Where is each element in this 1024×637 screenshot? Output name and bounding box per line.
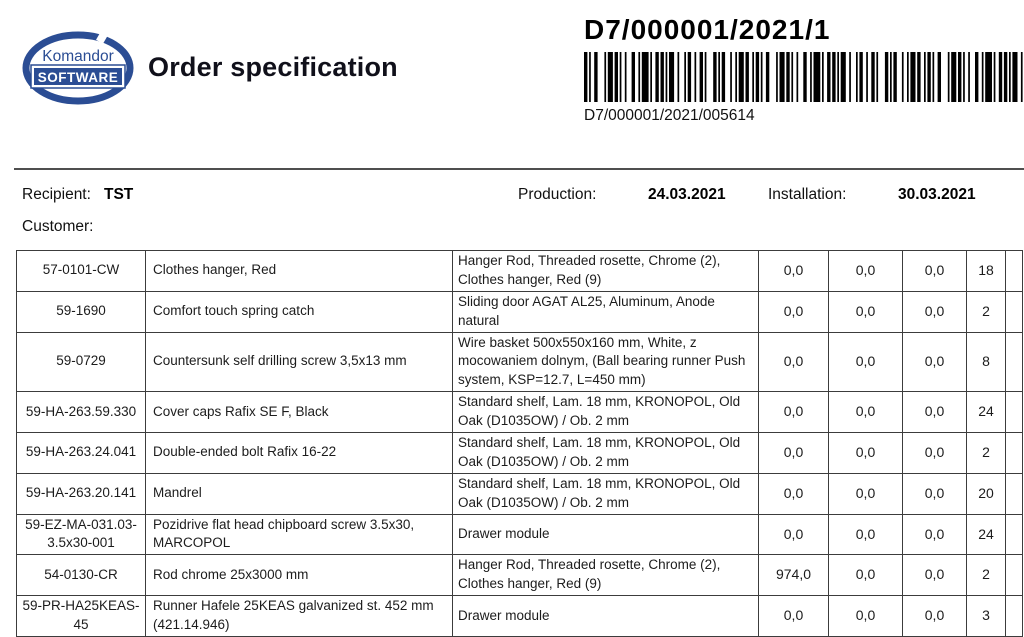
cell-val1: 974,0 [758, 554, 829, 597]
cell-val3: 0,0 [902, 331, 967, 393]
cell-val3: 0,0 [902, 290, 967, 333]
cell-code: 59-HA-263.20.141 [16, 472, 146, 515]
barcode [584, 52, 1024, 102]
cell-name: Cover caps Rafix SE F, Black [145, 391, 453, 434]
recipient-value: TST [104, 186, 134, 203]
cell-code: 59-1690 [16, 290, 146, 333]
cell-blank [1005, 595, 1023, 637]
cell-val2: 0,0 [828, 595, 903, 637]
cell-qty: 2 [966, 290, 1006, 333]
cell-blank [1005, 250, 1023, 292]
cell-val1: 0,0 [758, 513, 829, 556]
cell-code: 54-0130-CR [16, 554, 146, 597]
production-date: 24.03.2021 [648, 186, 726, 203]
recipient-label: Recipient: [22, 186, 91, 203]
cell-code: 59-PR-HA25KEAS-45 [16, 595, 146, 637]
cell-description: Standard shelf, Lam. 18 mm, KRONOPOL, Ol… [452, 432, 759, 474]
cell-qty: 2 [966, 432, 1006, 474]
cell-description: Standard shelf, Lam. 18 mm, KRONOPOL, Ol… [452, 391, 759, 434]
table-row: 59-HA-263.59.330 Cover caps Rafix SE F, … [16, 391, 1023, 434]
cell-blank [1005, 513, 1023, 556]
cell-code: 59-HA-263.59.330 [16, 391, 146, 434]
cell-name: Comfort touch spring catch [145, 290, 453, 333]
cell-val1: 0,0 [758, 595, 829, 637]
cell-val2: 0,0 [828, 472, 903, 515]
cell-qty: 18 [966, 250, 1006, 292]
cell-code: 59-0729 [16, 331, 146, 393]
cell-val3: 0,0 [902, 472, 967, 515]
cell-name: Double-ended bolt Rafix 16-22 [145, 432, 453, 474]
table-row: 59-HA-263.24.041 Double-ended bolt Rafix… [16, 432, 1023, 474]
cell-description: Hanger Rod, Threaded rosette, Chrome (2)… [452, 554, 759, 597]
cell-val1: 0,0 [758, 472, 829, 515]
customer-label: Customer: [22, 218, 94, 235]
cell-val1: 0,0 [758, 250, 829, 292]
cell-val1: 0,0 [758, 331, 829, 393]
cell-val3: 0,0 [902, 432, 967, 474]
page-title: Order specification [148, 52, 398, 82]
cell-name: Runner Hafele 25KEAS galvanized st. 452 … [145, 595, 453, 637]
table-row: 59-EZ-MA-031.03-3.5x30-001 Pozidrive fla… [16, 513, 1023, 556]
cell-val2: 0,0 [828, 331, 903, 393]
cell-blank [1005, 391, 1023, 434]
cell-val2: 0,0 [828, 554, 903, 597]
logo-text-komandor: Komandor [42, 48, 114, 65]
installation-date: 30.03.2021 [898, 186, 976, 203]
cell-qty: 8 [966, 331, 1006, 393]
cell-val2: 0,0 [828, 391, 903, 434]
cell-code: 59-EZ-MA-031.03-3.5x30-001 [16, 513, 146, 556]
cell-blank [1005, 290, 1023, 333]
cell-name: Mandrel [145, 472, 453, 515]
cell-code: 59-HA-263.24.041 [16, 432, 146, 474]
cell-description: Drawer module [452, 513, 759, 556]
cell-qty: 24 [966, 391, 1006, 434]
header-divider [14, 168, 1024, 170]
cell-val2: 0,0 [828, 290, 903, 333]
cell-name: Rod chrome 25x3000 mm [145, 554, 453, 597]
cell-name: Pozidrive flat head chipboard screw 3.5x… [145, 513, 453, 556]
cell-name: Clothes hanger, Red [145, 250, 453, 292]
cell-val3: 0,0 [902, 513, 967, 556]
cell-description: Drawer module [452, 595, 759, 637]
cell-description: Sliding door AGAT AL25, Aluminum, Anode … [452, 290, 759, 333]
cell-val2: 0,0 [828, 250, 903, 292]
table-row: 57-0101-CW Clothes hanger, Red Hanger Ro… [16, 250, 1023, 292]
installation-label: Installation: [768, 186, 847, 203]
cell-name: Countersunk self drilling screw 3,5x13 m… [145, 331, 453, 393]
production-label: Production: [518, 186, 597, 203]
cell-blank [1005, 432, 1023, 474]
cell-description: Standard shelf, Lam. 18 mm, KRONOPOL, Ol… [452, 472, 759, 515]
cell-blank [1005, 331, 1023, 393]
cell-val3: 0,0 [902, 391, 967, 434]
cell-blank [1005, 472, 1023, 515]
cell-qty: 3 [966, 595, 1006, 637]
table-row: 59-PR-HA25KEAS-45 Runner Hafele 25KEAS g… [16, 595, 1023, 637]
order-table: 57-0101-CW Clothes hanger, Red Hanger Ro… [16, 250, 1023, 637]
cell-val1: 0,0 [758, 432, 829, 474]
cell-qty: 24 [966, 513, 1006, 556]
table-row: 59-0729 Countersunk self drilling screw … [16, 331, 1023, 393]
table-row: 59-HA-263.20.141 Mandrel Standard shelf,… [16, 472, 1023, 515]
cell-val2: 0,0 [828, 432, 903, 474]
cell-description: Hanger Rod, Threaded rosette, Chrome (2)… [452, 250, 759, 292]
cell-val1: 0,0 [758, 290, 829, 333]
komandor-logo: Komandor SOFTWARE [20, 24, 136, 106]
cell-val3: 0,0 [902, 554, 967, 597]
logo-text-software: SOFTWARE [38, 70, 119, 85]
komandor-logo-graphic: Komandor SOFTWARE [22, 24, 134, 105]
cell-code: 57-0101-CW [16, 250, 146, 292]
cell-blank [1005, 554, 1023, 597]
barcode-label: D7/000001/2021/005614 [584, 107, 755, 124]
table-row: 59-1690 Comfort touch spring catch Slidi… [16, 290, 1023, 333]
cell-val1: 0,0 [758, 391, 829, 434]
cell-val3: 0,0 [902, 595, 967, 637]
cell-val3: 0,0 [902, 250, 967, 292]
cell-qty: 20 [966, 472, 1006, 515]
cell-description: Wire basket 500x550x160 mm, White, z moc… [452, 331, 759, 393]
doc-number: D7/000001/2021/1 [584, 14, 831, 45]
cell-qty: 2 [966, 554, 1006, 597]
table-row: 54-0130-CR Rod chrome 25x3000 mm Hanger … [16, 554, 1023, 597]
cell-val2: 0,0 [828, 513, 903, 556]
